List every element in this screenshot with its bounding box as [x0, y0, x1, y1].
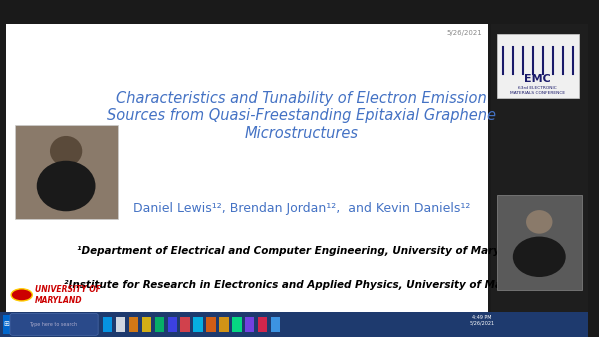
Text: 4:49 PM
5/26/2021: 4:49 PM 5/26/2021 — [470, 315, 495, 326]
Bar — [155, 317, 164, 332]
Text: 63rd ELECTRONIC
MATERIALS CONFERENCE: 63rd ELECTRONIC MATERIALS CONFERENCE — [510, 86, 565, 95]
Text: or: or — [317, 313, 337, 324]
Bar — [15, 125, 117, 219]
Ellipse shape — [526, 210, 552, 234]
Bar — [6, 24, 488, 317]
Bar — [491, 24, 588, 317]
Text: ²Institute for Research in Electronics and Applied Physics, University of Maryla: ²Institute for Research in Electronics a… — [63, 280, 539, 290]
Ellipse shape — [50, 136, 82, 166]
Bar — [116, 317, 125, 332]
Text: Daniel Lewis¹², Brendan Jordan¹²,  and Kevin Daniels¹²: Daniel Lewis¹², Brendan Jordan¹², and Ke… — [132, 202, 470, 215]
Ellipse shape — [37, 161, 95, 211]
Ellipse shape — [513, 237, 565, 277]
Text: ⊞: ⊞ — [4, 321, 10, 327]
Bar — [180, 317, 190, 332]
Bar — [491, 315, 588, 337]
Bar — [141, 317, 151, 332]
Bar — [6, 315, 173, 337]
Text: Type here to search: Type here to search — [29, 322, 77, 327]
Text: Characteristics and Tunability of Electron Emission
Sources from Quasi-Freestand: Characteristics and Tunability of Electr… — [107, 91, 496, 141]
Text: EMC: EMC — [524, 74, 551, 84]
Text: Research Contact:: Research Contact: — [234, 313, 343, 324]
Text: UNIVERSITY OF
MARYLAND: UNIVERSITY OF MARYLAND — [35, 285, 101, 305]
Bar — [3, 315, 10, 334]
Text: ¹Department of Electrical and Computer Engineering, University of Maryland: ¹Department of Electrical and Computer E… — [77, 246, 525, 256]
Bar — [219, 317, 229, 332]
Bar — [129, 317, 138, 332]
Text: dlewis17@umd.edu: dlewis17@umd.edu — [278, 313, 391, 324]
Bar — [193, 317, 203, 332]
Bar — [168, 317, 177, 332]
Bar — [327, 315, 494, 337]
FancyBboxPatch shape — [10, 313, 98, 335]
Bar — [206, 317, 216, 332]
Bar — [497, 34, 579, 98]
Bar — [271, 317, 280, 332]
Circle shape — [11, 289, 32, 301]
Bar — [497, 195, 582, 290]
Bar — [232, 317, 241, 332]
Text: danielskm@umd.edu: danielskm@umd.edu — [327, 313, 448, 324]
Bar — [258, 317, 267, 332]
Bar — [167, 315, 333, 337]
Text: 5/26/2021: 5/26/2021 — [446, 30, 482, 36]
Bar — [0, 312, 588, 337]
Bar — [103, 317, 112, 332]
Bar — [245, 317, 255, 332]
